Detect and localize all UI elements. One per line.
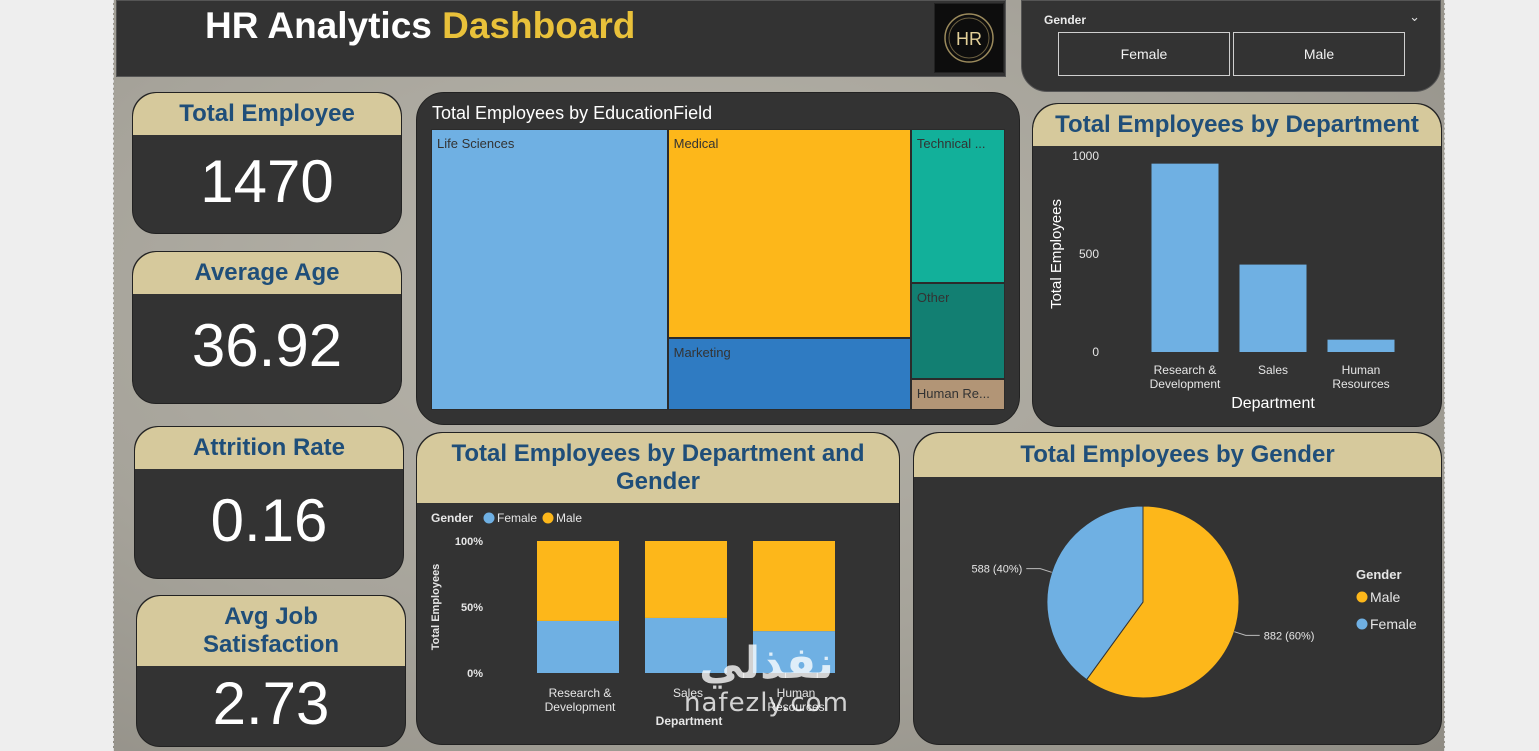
treemap-tile-label: Other <box>916 289 950 305</box>
bar-segment-male <box>753 541 835 632</box>
kpi-label: Attrition Rate <box>135 427 403 469</box>
stacked-bar-chart: Gender Female Male 0% 50% 100% Total Employees… <box>430 511 835 728</box>
kpi-value: 1470 <box>200 148 334 215</box>
bar-segment-female <box>537 620 619 673</box>
pie-leader-line <box>1234 631 1260 636</box>
kpi-value: 36.92 <box>191 312 343 379</box>
chart-employees-by-department: Total Employees by Department 0 500 1000 To… <box>1032 103 1442 427</box>
bar-segment-male <box>537 541 619 621</box>
bar <box>1239 264 1307 352</box>
bar-segment-female <box>753 631 835 673</box>
kpi-attrition-rate: Attrition Rate 0.16 <box>134 426 404 579</box>
title-main: HR Analytics <box>205 5 432 46</box>
chart-employees-by-department-gender: Total Employees by Department and Gender… <box>416 432 900 745</box>
kpi-total-employee: Total Employee 1470 <box>132 92 402 234</box>
treemap-tile-label: Medical <box>673 136 719 151</box>
logo-text: HR <box>956 29 982 49</box>
kpi-value: 2.73 <box>212 670 330 737</box>
chevron-down-icon[interactable]: ⌄ <box>1409 9 1420 24</box>
legend-marker-female <box>483 512 495 524</box>
legend-marker <box>1356 591 1368 603</box>
title-accent: Dashboard <box>442 5 636 46</box>
treemap-title: Total Employees by EducationField <box>432 103 713 123</box>
legend-marker-male <box>542 512 554 524</box>
x-tick-label: Resources <box>767 700 824 714</box>
legend-label-male: Male <box>556 511 582 525</box>
treemap-tile-label: Technical ... <box>916 136 986 151</box>
chart-employees-by-gender: Total Employees by Gender 882 (60%) 588 (… <box>913 432 1442 745</box>
x-tick-label: Development <box>1150 377 1221 391</box>
legend-marker <box>1356 618 1368 630</box>
bar-segment-female <box>645 617 727 673</box>
x-tick-label: Resources <box>1332 377 1389 391</box>
legend-title: Gender <box>431 511 473 525</box>
legend-label: Male <box>1370 589 1401 605</box>
treemap-area: Life Sciences Medical Marketing Technical .… <box>431 129 1005 410</box>
title-bar: HR Analytics Dashboard HR <box>116 0 1006 77</box>
pie-data-label: 588 (40%) <box>972 564 1023 576</box>
x-axis-label: Department <box>656 714 723 728</box>
treemap-tile-label: Human Re... <box>916 385 990 401</box>
kpi-label: Avg Job Satisfaction <box>137 596 405 666</box>
y-tick-label: 0 <box>1092 345 1099 359</box>
slicer-option-male[interactable]: Male <box>1233 32 1405 76</box>
chart-title: Total Employees by Gender <box>914 433 1441 477</box>
slicer-option-female[interactable]: Female <box>1058 32 1230 76</box>
treemap-tile[interactable]: Other <box>910 282 1005 379</box>
pie-leader-line <box>1026 568 1052 573</box>
y-axis-label: Total Employees <box>430 564 442 651</box>
treemap-education-field: Total Employees by EducationField Life S… <box>416 92 1020 425</box>
kpi-label: Total Employee <box>133 93 401 135</box>
treemap-tile[interactable]: Technical ... <box>910 129 1005 283</box>
dept-bar-chart: 0 500 1000 Total Employees Research &Develop… <box>1048 149 1395 412</box>
x-tick-label: Research & <box>1154 363 1217 377</box>
gender-pie-chart: 882 (60%) 588 (40%) Gender Male Female <box>972 505 1417 699</box>
treemap-tile-label: Life Sciences <box>437 136 515 151</box>
chart-title: Total Employees by Department <box>1033 104 1441 146</box>
y-tick-label: 1000 <box>1072 149 1099 163</box>
legend-label-female: Female <box>497 511 537 525</box>
page-title: HR Analytics Dashboard <box>205 5 635 47</box>
x-tick-label: Sales <box>673 686 703 700</box>
pie-data-label: 882 (60%) <box>1264 630 1315 642</box>
x-axis-label: Department <box>1231 395 1315 412</box>
y-tick-label: 50% <box>461 602 483 614</box>
y-tick-label: 500 <box>1079 247 1099 261</box>
legend-label: Female <box>1370 616 1417 632</box>
treemap-tile-label: Marketing <box>673 345 731 361</box>
treemap-tile[interactable]: Medical <box>667 129 911 339</box>
kpi-avg-job-satisfaction: Avg Job Satisfaction 2.73 <box>136 595 406 747</box>
bar <box>1151 163 1219 352</box>
slicer-label: Gender <box>1044 13 1087 27</box>
kpi-label: Average Age <box>133 252 401 294</box>
bar-segment-male <box>645 541 727 618</box>
hr-logo: HR <box>934 3 1004 73</box>
x-tick-label: Sales <box>1258 363 1288 377</box>
treemap-tile[interactable]: Human Re... <box>910 378 1005 410</box>
report-canvas: HR Analytics Dashboard HR Gender ⌄ Femal… <box>113 0 1445 751</box>
legend-title: Gender <box>1356 567 1402 582</box>
gender-slicer: Gender ⌄ Female Male <box>1021 0 1441 92</box>
treemap-tile[interactable]: Marketing <box>667 338 911 410</box>
y-axis-label: Total Employees <box>1048 199 1065 309</box>
y-tick-label: 0% <box>467 668 483 680</box>
kpi-value: 0.16 <box>210 487 328 554</box>
x-tick-label: Human <box>1342 363 1381 377</box>
chart-title: Total Employees by Department and Gender <box>417 433 899 503</box>
kpi-average-age: Average Age 36.92 <box>132 251 402 404</box>
pie-slice-male <box>1085 505 1240 699</box>
bar <box>1327 339 1395 352</box>
y-tick-label: 100% <box>455 536 483 548</box>
x-tick-label: Development <box>545 700 616 714</box>
treemap-tile[interactable]: Life Sciences <box>431 129 668 410</box>
x-tick-label: Research & <box>549 686 612 700</box>
x-tick-label: Human <box>777 686 816 700</box>
